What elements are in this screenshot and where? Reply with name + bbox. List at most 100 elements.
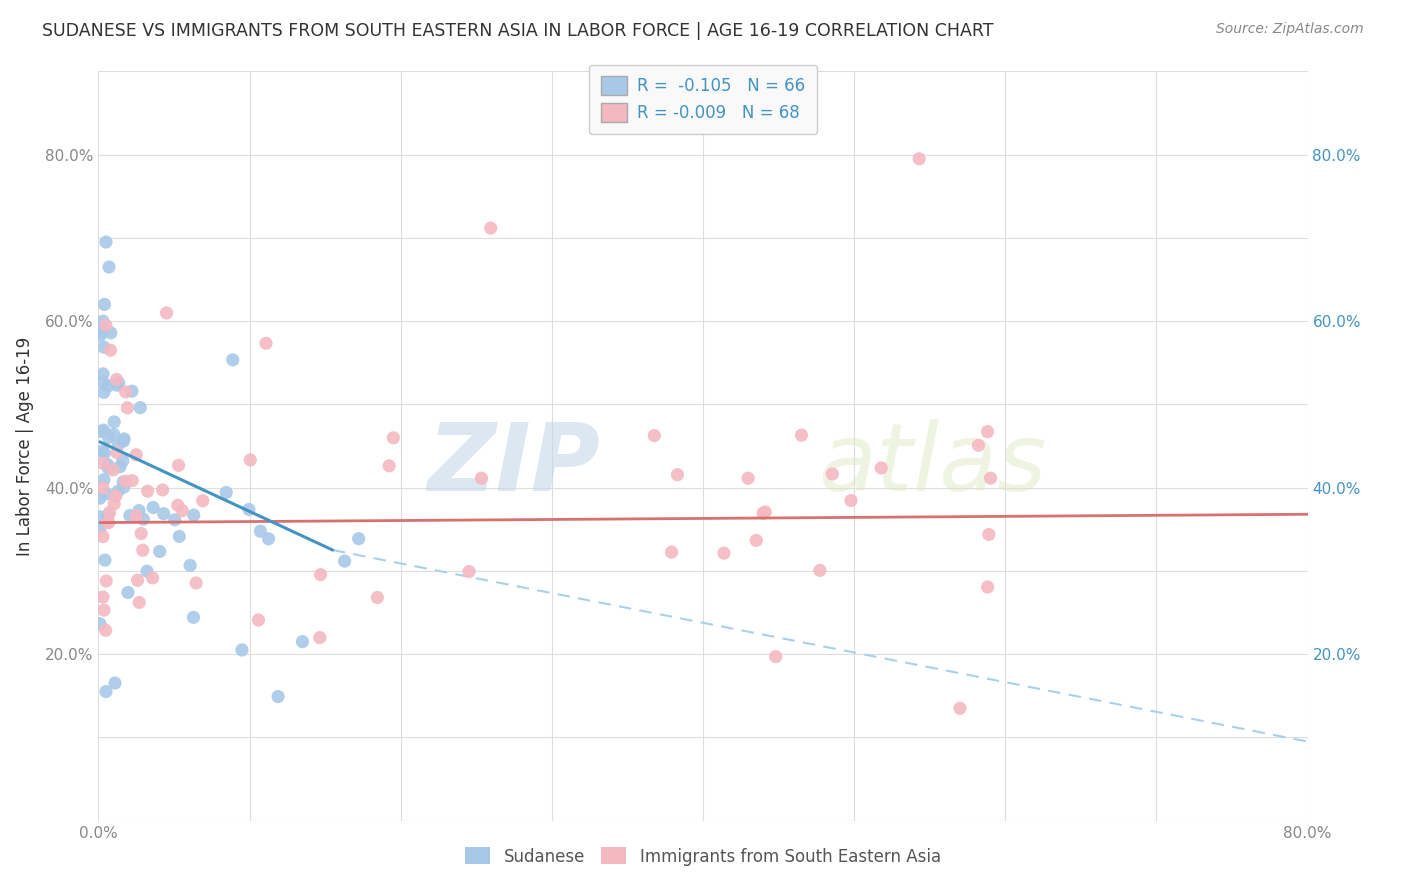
Point — [97, 458, 120, 472]
Text: atlas: atlas — [818, 419, 1046, 510]
Point — [114, 384, 136, 399]
Point — [97, 508, 120, 523]
Point — [215, 485, 238, 500]
Point — [94, 235, 117, 249]
Point — [183, 508, 205, 522]
Point — [100, 326, 122, 340]
Point — [125, 508, 148, 523]
Point — [291, 634, 314, 648]
Point — [91, 530, 114, 544]
Point — [91, 456, 114, 470]
Point — [93, 446, 115, 460]
Point — [91, 367, 114, 381]
Point — [808, 563, 831, 577]
Point — [179, 558, 201, 573]
Point — [97, 461, 120, 475]
Point — [105, 372, 128, 386]
Point — [980, 471, 1002, 485]
Point — [470, 471, 492, 485]
Point — [267, 690, 290, 704]
Point — [107, 484, 129, 499]
Point — [98, 260, 121, 274]
Point — [117, 585, 139, 599]
Point — [89, 491, 111, 506]
Point — [754, 505, 776, 519]
Text: Source: ZipAtlas.com: Source: ZipAtlas.com — [1216, 22, 1364, 37]
Point — [821, 467, 844, 481]
Point — [152, 483, 174, 497]
Point — [231, 643, 253, 657]
Point — [239, 453, 262, 467]
Point — [97, 430, 120, 444]
Point — [347, 532, 370, 546]
Text: SUDANESE VS IMMIGRANTS FROM SOUTH EASTERN ASIA IN LABOR FORCE | AGE 16-19 CORREL: SUDANESE VS IMMIGRANTS FROM SOUTH EASTER… — [42, 22, 994, 40]
Point — [89, 328, 111, 343]
Point — [125, 448, 148, 462]
Point — [142, 500, 165, 515]
Point — [105, 378, 128, 392]
Point — [745, 533, 768, 548]
Point — [94, 684, 117, 698]
Point — [132, 543, 155, 558]
Point — [155, 306, 177, 320]
Point — [661, 545, 683, 559]
Point — [167, 458, 190, 473]
Point — [94, 624, 117, 638]
Point — [976, 425, 998, 439]
Point — [100, 343, 122, 358]
Point — [790, 428, 813, 442]
Point — [908, 152, 931, 166]
Point — [112, 434, 135, 449]
Point — [101, 463, 124, 477]
Point — [93, 385, 115, 400]
Point — [249, 524, 271, 539]
Point — [752, 507, 775, 521]
Point — [142, 571, 165, 585]
Point — [93, 297, 115, 311]
Point — [121, 384, 143, 399]
Point — [128, 595, 150, 609]
Point — [129, 401, 152, 415]
Point — [91, 325, 114, 339]
Point — [97, 379, 120, 393]
Point — [91, 481, 114, 495]
Point — [91, 590, 114, 604]
Point — [128, 503, 150, 517]
Point — [166, 498, 188, 512]
Point — [129, 526, 152, 541]
Point — [93, 423, 115, 437]
Point — [737, 471, 759, 485]
Point — [191, 493, 214, 508]
Point — [183, 610, 205, 624]
Point — [107, 376, 129, 390]
Point — [112, 480, 135, 494]
Point — [136, 564, 159, 578]
Point — [976, 580, 998, 594]
Point — [93, 340, 115, 354]
Point — [366, 591, 388, 605]
Point — [149, 544, 172, 558]
Point — [238, 502, 260, 516]
Point — [98, 505, 121, 519]
Point — [91, 375, 114, 389]
Point — [136, 484, 159, 499]
Point — [967, 438, 990, 452]
Point — [666, 467, 689, 482]
Point — [127, 573, 149, 587]
Point — [949, 701, 972, 715]
Point — [458, 565, 481, 579]
Point — [163, 513, 186, 527]
Point — [90, 425, 112, 439]
Point — [97, 515, 120, 529]
Point — [186, 576, 208, 591]
Point — [96, 487, 118, 501]
Point — [172, 503, 194, 517]
Point — [94, 553, 117, 567]
Point — [89, 521, 111, 535]
Point — [114, 475, 136, 489]
Point — [118, 508, 141, 523]
Point — [103, 427, 125, 442]
Point — [108, 459, 131, 474]
Point — [121, 474, 143, 488]
Point — [839, 493, 862, 508]
